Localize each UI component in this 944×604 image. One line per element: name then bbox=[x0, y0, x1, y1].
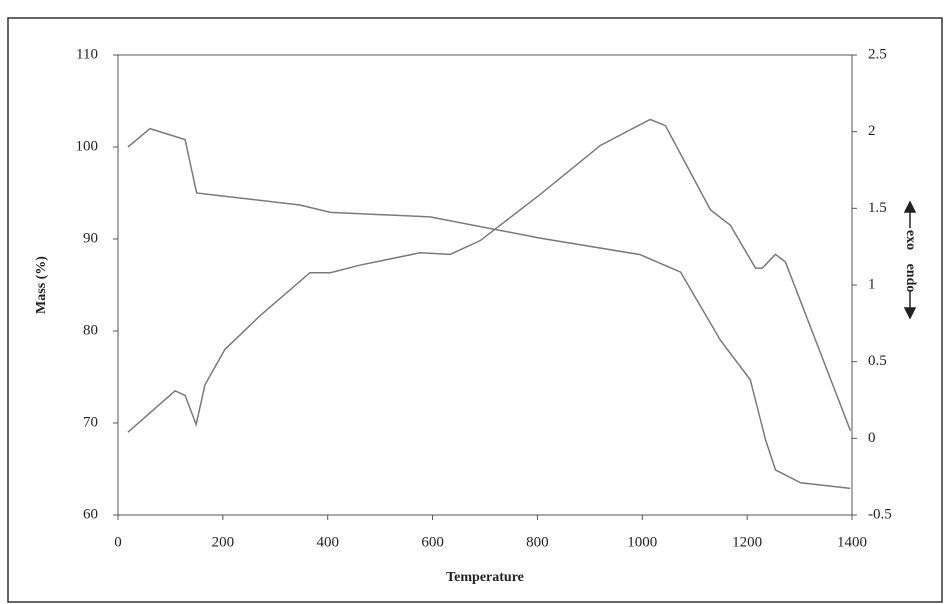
y-axis-label: Mass (%) bbox=[34, 256, 49, 314]
x-tick-label: 1400 bbox=[837, 534, 867, 550]
y2-tick-label: 1.5 bbox=[868, 200, 887, 216]
frame bbox=[8, 18, 942, 602]
y-tick-label: 70 bbox=[83, 414, 98, 430]
y2-axis-label: exo bbox=[903, 230, 918, 250]
y-tick-label: 110 bbox=[76, 46, 98, 62]
y-tick-label: 80 bbox=[83, 322, 98, 338]
plot-area bbox=[118, 55, 852, 515]
page: Temperature Mass (%) exo endo 0200400600… bbox=[0, 0, 944, 604]
x-tick-label: 1000 bbox=[627, 534, 657, 550]
x-tick-label: 1200 bbox=[732, 534, 762, 550]
x-tick-label: 0 bbox=[114, 534, 122, 550]
x-axis-label: Temperature bbox=[446, 570, 524, 585]
x-tick-label: 400 bbox=[316, 534, 339, 550]
y2-tick-label: 0.5 bbox=[868, 353, 887, 369]
y2-tick-label: -0.5 bbox=[868, 506, 892, 522]
series-line bbox=[128, 119, 850, 432]
y2-tick-label: 0 bbox=[868, 430, 876, 446]
y2-tick-label: 2 bbox=[868, 123, 876, 139]
x-tick-label: 800 bbox=[526, 534, 549, 550]
y-tick-label: 60 bbox=[83, 506, 98, 522]
y2-axis-label: endo bbox=[903, 264, 918, 293]
y-tick-label: 100 bbox=[76, 138, 99, 154]
y-tick-label: 90 bbox=[83, 230, 98, 246]
arrows bbox=[905, 202, 915, 318]
y2-tick-label: 1 bbox=[868, 276, 876, 292]
y2-tick-label: 2.5 bbox=[868, 46, 887, 62]
chart: Temperature Mass (%) exo endo 0200400600… bbox=[0, 0, 944, 604]
x-tick-label: 600 bbox=[421, 534, 444, 550]
series-line bbox=[128, 129, 850, 489]
x-tick-label: 200 bbox=[212, 534, 235, 550]
